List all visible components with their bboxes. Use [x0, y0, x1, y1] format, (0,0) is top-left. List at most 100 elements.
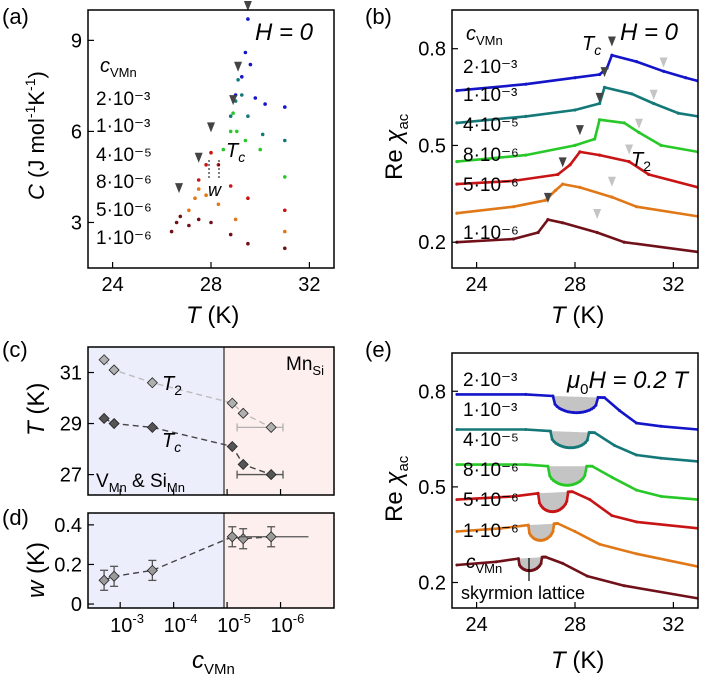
- panel-e-legend-entry: 2·10⁻³: [463, 370, 517, 391]
- panel-d-xticks: 10-3 10-4 10-5 10-6: [110, 602, 304, 637]
- panel-e-data-point: [590, 464, 594, 468]
- panel-b-markers: [543, 36, 668, 220]
- panel-a-data-point: [283, 175, 287, 179]
- panel-a-data-point: [258, 147, 263, 152]
- panel-b-tc-marker: [575, 125, 584, 136]
- panel-b-ytick-label: 0.8: [418, 39, 446, 61]
- panel-b-ylabel: Re χac: [381, 113, 412, 180]
- panel-a-data-point: [283, 229, 287, 234]
- panel-a-data-point: [169, 229, 174, 234]
- panel-a-data-point: [246, 114, 250, 118]
- panel-c-trend-line: [103, 417, 272, 476]
- panel-b-data-point: [578, 185, 582, 189]
- panel-b-data-point: [455, 160, 459, 164]
- panel-a-data-point: [196, 187, 201, 191]
- panel-e-data-point: [499, 526, 503, 530]
- panel-d-region-right: [224, 513, 334, 608]
- panel-b-legend-entry: 2·10⁻³: [463, 57, 517, 78]
- panel-e-data-point: [575, 411, 578, 415]
- panel-b-data-point: [598, 72, 602, 77]
- panel-e-ytick-label: 0.5: [418, 477, 446, 499]
- panel-b-xlabel: T (K): [551, 302, 604, 329]
- panel-a-tc-marker: [207, 122, 215, 133]
- panel-a-data-point: [283, 138, 287, 143]
- panel-d-xlabel: cVMn: [192, 647, 235, 678]
- panel-a-data-point: [240, 93, 244, 97]
- panel-a-tc-marker: [194, 152, 203, 163]
- panel-e-legend-entry: 8·10⁻⁶: [463, 460, 519, 481]
- panel-a-xtick-label: 28: [200, 274, 222, 296]
- panel-a-tc-marker: [229, 95, 238, 106]
- panel-e-data-point: [555, 405, 559, 409]
- panel-a-tc-marker: [243, 1, 252, 11]
- panel-c-ytick-label: 27: [60, 465, 82, 487]
- panel-a-data-point: [228, 114, 233, 118]
- panel-e-skyrmion-pocket: [528, 523, 558, 541]
- panel-b-t2-marker: [659, 57, 668, 68]
- panel-b-curve: [456, 218, 698, 254]
- panel-e-data-point: [550, 477, 554, 481]
- panel-e-data-point: [550, 532, 554, 536]
- panel-d-data-point: [146, 564, 158, 576]
- panel-d-ytick-label: 0.4: [54, 515, 82, 537]
- panel-e-data-point: [565, 499, 569, 503]
- panel-b-data-point: [602, 85, 607, 89]
- panel-a-data-point: [196, 217, 201, 222]
- panel-c-tc-label: Tc: [162, 430, 181, 455]
- panel-e-field: μ0H = 0.2 T: [566, 367, 690, 398]
- panel-b-tc-marker: [558, 157, 567, 168]
- panel-a-data-point: [246, 241, 250, 246]
- panel-a-data-point: [236, 78, 240, 82]
- panel-e-data-point: [584, 441, 587, 444]
- panel-e-legend-title: cVMn: [466, 552, 502, 576]
- panel-e-data-point: [617, 408, 621, 412]
- panel-e-skyrmion-pocket: [538, 491, 573, 512]
- panel-b-data-point: [622, 240, 626, 244]
- panel-b-xtick-label: 28: [564, 274, 586, 296]
- panel-c: (c) 27 29 31 T2 Tc VMn & SiMn MnSi T (K): [2, 337, 335, 496]
- panel-b-data-point: [627, 160, 631, 164]
- panel-a-yticks: 3 6 9: [71, 30, 94, 234]
- panel-a-data-point: [253, 96, 258, 100]
- panel-e-data-point: [659, 456, 663, 460]
- panel-a: (a) 24 28 32 369 H = 0 cVMn 2·10⁻³1·10⁻³4·…: [2, 1, 335, 329]
- panel-e-data-point: [526, 523, 530, 527]
- panel-a-xtick-label: 32: [298, 274, 320, 296]
- panel-e-data-point: [598, 396, 602, 399]
- panel-d-data-point: [108, 570, 120, 582]
- panel-c-region-left-label: VMn & SiMn: [96, 471, 185, 495]
- panel-e-data-point: [539, 562, 543, 565]
- panel-b-data-point: [536, 230, 540, 235]
- panel-e-legend: 2·10⁻³ 1·10⁻³ 4·10⁻⁵ 8·10⁻⁶ 5·10⁻⁶ 1·10⁻⁶: [463, 370, 519, 542]
- panel-e-skyrmion-pocket: [518, 557, 546, 571]
- panel-c-ytick-label: 31: [60, 363, 82, 385]
- panel-e-data-point: [635, 552, 638, 556]
- panel-e-data-point: [610, 514, 614, 518]
- panel-b-tc-marker: [595, 92, 604, 103]
- panel-e-data-point: [583, 474, 587, 477]
- panel-d-ytick-label: 0: [71, 594, 82, 616]
- panel-c-label: (c): [2, 337, 28, 362]
- panel-a-data-point: [263, 102, 267, 106]
- panel-c-data-point: [265, 421, 277, 433]
- panel-d-data-point: [265, 531, 277, 543]
- panel-e: (e) 24 28 32 0.2 0.5 0.8 μ0H = 0.2 T 2·10⁻³ 1…: [365, 337, 699, 674]
- panel-e-data-point: [635, 453, 638, 457]
- panel-e-data-point: [635, 520, 638, 524]
- panel-a-data-point: [246, 17, 250, 21]
- panel-c-data-point: [265, 469, 277, 481]
- panel-e-data-point: [524, 392, 528, 396]
- panel-b-data-point: [610, 195, 614, 199]
- panel-a-data-point: [246, 196, 250, 200]
- panel-a-legend-entry: 4·10⁻⁵: [96, 145, 152, 166]
- panel-e-data-point: [593, 431, 597, 435]
- panel-b-t2-marker: [593, 209, 602, 220]
- panel-e-data-point: [544, 555, 547, 559]
- panel-e-xtick-label: 28: [564, 614, 586, 636]
- panel-c-data-point: [108, 417, 120, 430]
- panel-a-tc-label: Tc: [226, 140, 245, 165]
- panel-b-data-point: [610, 53, 614, 57]
- panel-c-data-point: [98, 412, 110, 425]
- panel-d-xtick-label: 10-4: [164, 611, 198, 637]
